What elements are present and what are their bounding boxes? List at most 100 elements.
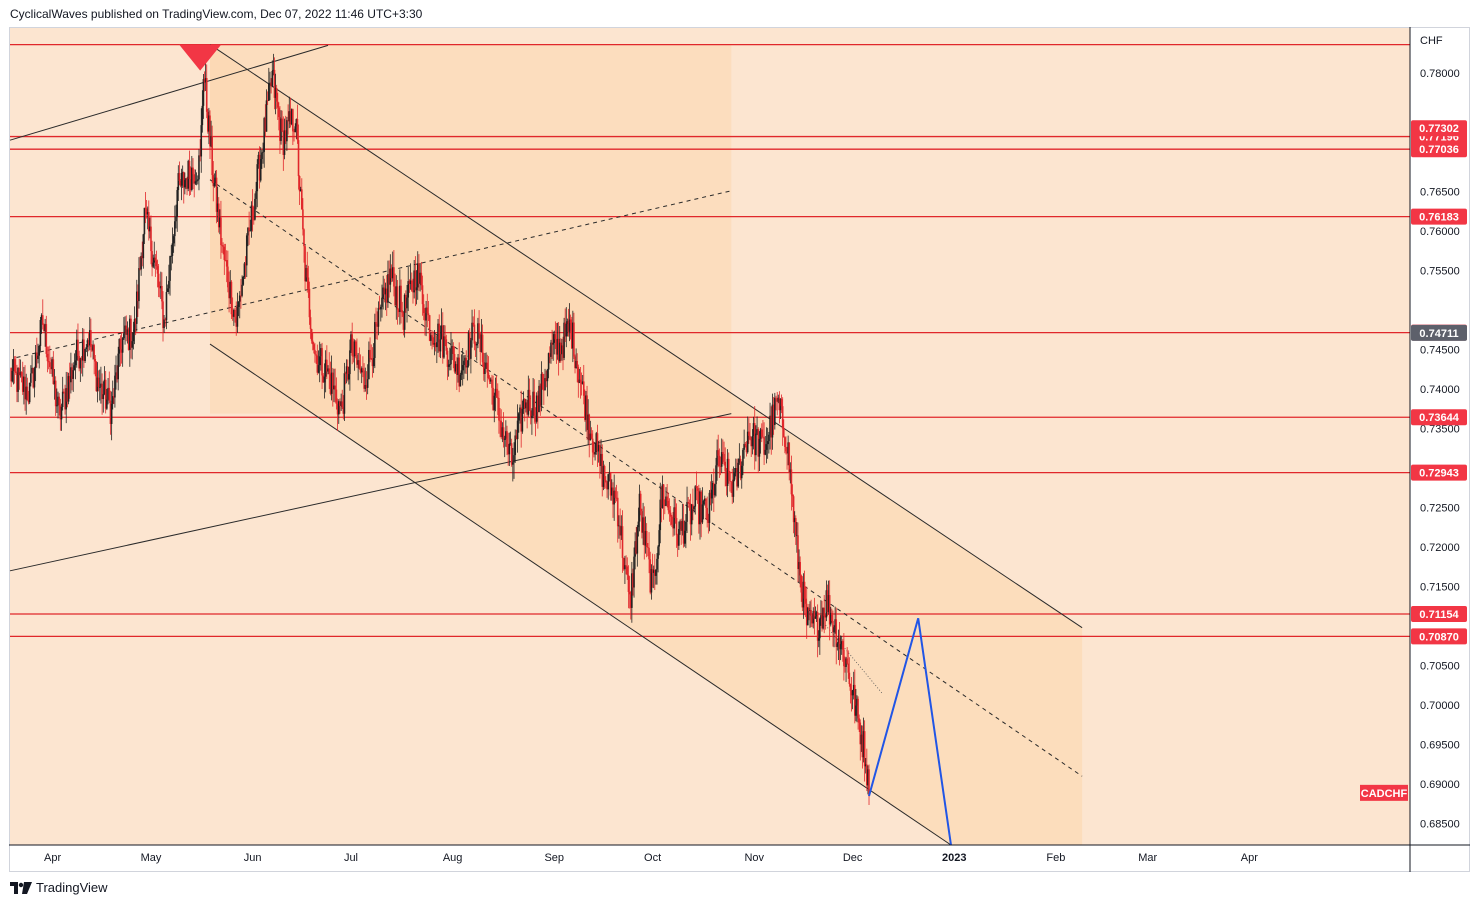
candle	[641, 508, 643, 539]
candle	[628, 576, 631, 609]
candle-body	[866, 764, 868, 786]
candle	[23, 366, 25, 405]
candle-body	[216, 203, 219, 212]
candle-body	[508, 443, 511, 455]
candle	[160, 271, 162, 299]
candle-body	[596, 433, 599, 452]
candle-body	[644, 530, 647, 546]
candle	[328, 352, 331, 390]
candle	[625, 555, 627, 575]
candle-body	[368, 349, 370, 380]
candle-body	[451, 346, 453, 349]
candle	[326, 345, 328, 380]
candle-body	[21, 376, 24, 392]
candle	[370, 344, 373, 361]
candle-body	[570, 323, 573, 349]
candle	[722, 439, 724, 464]
candle-body	[667, 500, 670, 511]
candle	[614, 487, 617, 504]
candle-body	[158, 287, 161, 289]
candle-body	[376, 323, 379, 327]
candle	[586, 385, 588, 440]
candle-body	[477, 323, 479, 344]
candle	[577, 364, 580, 398]
candle	[114, 364, 116, 408]
candle-body	[299, 189, 302, 192]
candle	[657, 545, 659, 573]
candle	[337, 399, 340, 424]
price-label-level: 0.76183	[1411, 208, 1467, 225]
symbol-tag-text: CADCHF	[1361, 788, 1408, 800]
candle-body	[251, 205, 254, 220]
candle-body	[466, 365, 469, 368]
candle-body	[840, 641, 843, 645]
candle-body	[656, 558, 658, 570]
candle	[344, 371, 347, 385]
candle-body	[430, 335, 432, 341]
candle-body	[669, 512, 672, 517]
candle-body	[705, 498, 707, 508]
candle-body	[833, 627, 835, 633]
candle-body	[316, 355, 319, 373]
candle	[381, 284, 383, 318]
candle-body	[26, 386, 29, 401]
candle	[95, 361, 98, 392]
candle	[317, 350, 320, 374]
candle	[860, 725, 863, 752]
candle-body	[225, 260, 228, 267]
candle-body	[601, 453, 604, 487]
candle	[54, 376, 57, 416]
candle	[299, 186, 302, 192]
candle	[685, 514, 687, 549]
candle	[465, 350, 468, 374]
candle-body	[738, 458, 741, 463]
candle-body	[171, 243, 174, 256]
candle-body	[182, 172, 185, 188]
candle-body	[822, 607, 824, 629]
candle-body	[796, 535, 798, 537]
candle	[11, 359, 14, 383]
candle	[661, 475, 664, 509]
candle-body	[43, 324, 45, 332]
candle-body	[412, 290, 414, 293]
candle-body	[751, 435, 754, 447]
candle-body	[266, 100, 269, 102]
candle	[785, 436, 787, 455]
candle	[480, 319, 483, 353]
candle	[535, 392, 538, 424]
candle	[432, 331, 435, 348]
candle-body	[817, 638, 820, 641]
candle	[561, 338, 563, 361]
candle	[538, 380, 540, 413]
candle-body	[702, 501, 705, 505]
x-tick-label: Nov	[744, 852, 764, 864]
candle-body	[196, 179, 199, 181]
candle	[446, 347, 449, 381]
candle	[607, 473, 610, 500]
candle-body	[762, 436, 764, 438]
candle	[407, 266, 410, 312]
candle	[140, 252, 142, 276]
candle-body	[176, 190, 179, 217]
candle-body	[388, 274, 390, 285]
candle-body	[565, 324, 568, 337]
candle-body	[74, 360, 77, 366]
candle	[278, 102, 280, 131]
candle	[674, 498, 677, 524]
candle-body	[283, 130, 286, 155]
candle	[154, 254, 157, 277]
candle-body	[408, 281, 411, 285]
candle-body	[845, 658, 847, 667]
candle	[362, 356, 364, 378]
candle-body	[828, 595, 831, 625]
publish-info: CyclicalWaves published on TradingView.c…	[10, 7, 423, 21]
candle-body	[389, 268, 392, 285]
candle-body	[636, 527, 639, 554]
candle	[92, 340, 94, 360]
candle	[501, 422, 504, 443]
candle-body	[538, 385, 540, 413]
candle	[324, 350, 327, 393]
candle	[698, 484, 700, 534]
candle	[304, 245, 306, 290]
